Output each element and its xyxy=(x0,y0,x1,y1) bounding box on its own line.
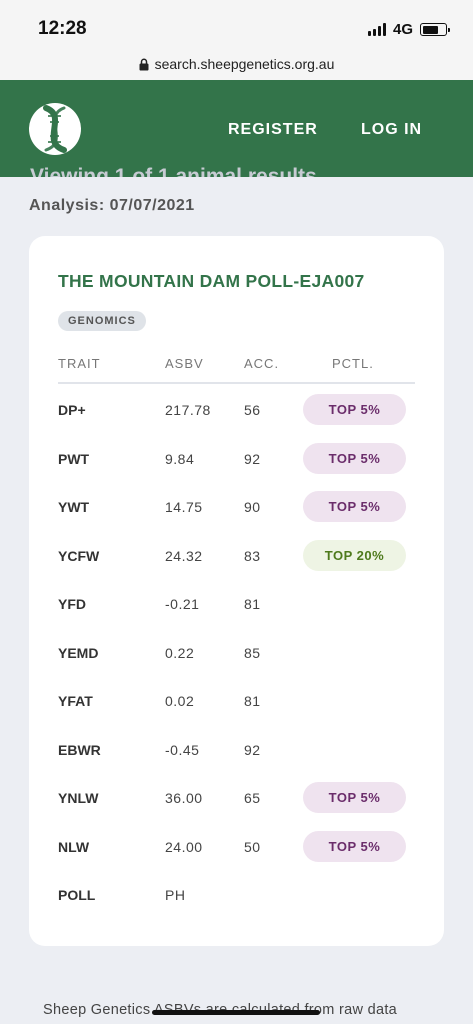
animal-name[interactable]: THE MOUNTAIN DAM POLL-EJA007 xyxy=(58,271,365,291)
results-count-heading: Viewing 1 of 1 animal results xyxy=(30,165,317,177)
table-row: YFAT 0.02 81 xyxy=(29,676,444,724)
accuracy-value: 81 xyxy=(244,596,261,612)
asbv-value: 0.22 xyxy=(165,644,195,661)
asbv-value: 217.78 xyxy=(165,402,211,418)
table-row: YWT 14.75 90 TOP 5% xyxy=(29,482,444,530)
table-row: YNLW 36.00 65 TOP 5% xyxy=(29,773,444,821)
trait-name: NLW xyxy=(58,838,90,855)
table-header-divider xyxy=(58,382,415,384)
asbv-value: 24.00 xyxy=(165,838,203,855)
asbv-value: 0.02 xyxy=(165,693,195,709)
status-time: 12:28 xyxy=(38,18,87,39)
asbv-value: 9.84 xyxy=(165,450,195,467)
table-row: NLW 24.00 50 TOP 5% xyxy=(29,822,444,870)
sheep-genetics-dna-logo-icon[interactable] xyxy=(28,102,82,156)
analysis-date: Analysis: 07/07/2021 xyxy=(29,197,195,214)
trait-name: YWT xyxy=(58,499,90,515)
column-header-pctl: PCTL. xyxy=(332,356,374,371)
accuracy-value: 56 xyxy=(244,402,261,418)
table-row: YEMD 0.22 85 xyxy=(29,628,444,676)
asbv-value: PH xyxy=(165,887,186,903)
table-row: YCFW 24.32 83 TOP 20% xyxy=(29,531,444,579)
network-type: 4G xyxy=(392,21,413,38)
table-row: POLL PH xyxy=(29,870,444,918)
animal-result-card: THE MOUNTAIN DAM POLL-EJA007 GENOMICS TR… xyxy=(29,236,444,946)
column-header-trait: TRAIT xyxy=(58,356,101,371)
trait-name: DP+ xyxy=(58,402,86,418)
accuracy-value: 92 xyxy=(244,741,261,758)
percentile-badge: TOP 5% xyxy=(303,491,406,522)
home-indicator[interactable] xyxy=(152,1010,320,1015)
asbv-value: 24.32 xyxy=(165,547,203,564)
register-link[interactable]: REGISTER xyxy=(228,121,318,138)
accuracy-value: 81 xyxy=(244,693,261,709)
column-header-acc: ACC. xyxy=(244,356,280,371)
site-header: REGISTER LOG IN xyxy=(0,80,473,177)
status-indicators: 4G xyxy=(367,21,450,38)
asbv-value: 36.00 xyxy=(165,790,203,806)
accuracy-value: 83 xyxy=(244,547,261,564)
lock-icon xyxy=(139,58,149,70)
column-header-asbv: ASBV xyxy=(165,356,204,371)
trait-name: YFAT xyxy=(58,693,93,709)
accuracy-value: 65 xyxy=(244,790,261,806)
genomics-badge: GENOMICS xyxy=(58,311,146,331)
trait-name: PWT xyxy=(58,450,90,467)
accuracy-value: 92 xyxy=(244,450,261,467)
trait-name: YFD xyxy=(58,596,86,612)
asbv-value: -0.21 xyxy=(165,596,200,612)
percentile-badge: TOP 5% xyxy=(303,782,406,813)
browser-url-bar[interactable]: search.sheepgenetics.org.au xyxy=(0,48,473,80)
url-text[interactable]: search.sheepgenetics.org.au xyxy=(154,56,335,72)
trait-name: YNLW xyxy=(58,790,99,806)
percentile-badge: TOP 5% xyxy=(303,394,406,425)
asbv-value: 14.75 xyxy=(165,499,203,515)
trait-name: POLL xyxy=(58,887,96,903)
login-link[interactable]: LOG IN xyxy=(361,121,423,138)
table-row: DP+ 217.78 56 TOP 5% xyxy=(29,385,444,433)
percentile-badge: TOP 5% xyxy=(303,830,406,862)
table-row: EBWR -0.45 92 xyxy=(29,725,444,773)
trait-name: YEMD xyxy=(58,644,99,661)
trait-name: YCFW xyxy=(58,547,100,564)
table-row: YFD -0.21 81 xyxy=(29,579,444,627)
percentile-badge: TOP 5% xyxy=(303,442,406,474)
percentile-badge: TOP 20% xyxy=(303,539,406,571)
status-bar: 12:28 4G xyxy=(0,0,473,48)
accuracy-value: 90 xyxy=(244,499,261,515)
accuracy-value: 50 xyxy=(244,838,261,855)
asbv-value: -0.45 xyxy=(165,741,200,758)
accuracy-value: 85 xyxy=(244,644,261,661)
trait-name: EBWR xyxy=(58,741,101,758)
table-row: PWT 9.84 92 TOP 5% xyxy=(29,434,444,482)
battery-icon xyxy=(420,23,450,36)
results-count-text: Viewing 1 of 1 animal results xyxy=(30,165,317,177)
cellular-signal-icon xyxy=(367,23,386,36)
